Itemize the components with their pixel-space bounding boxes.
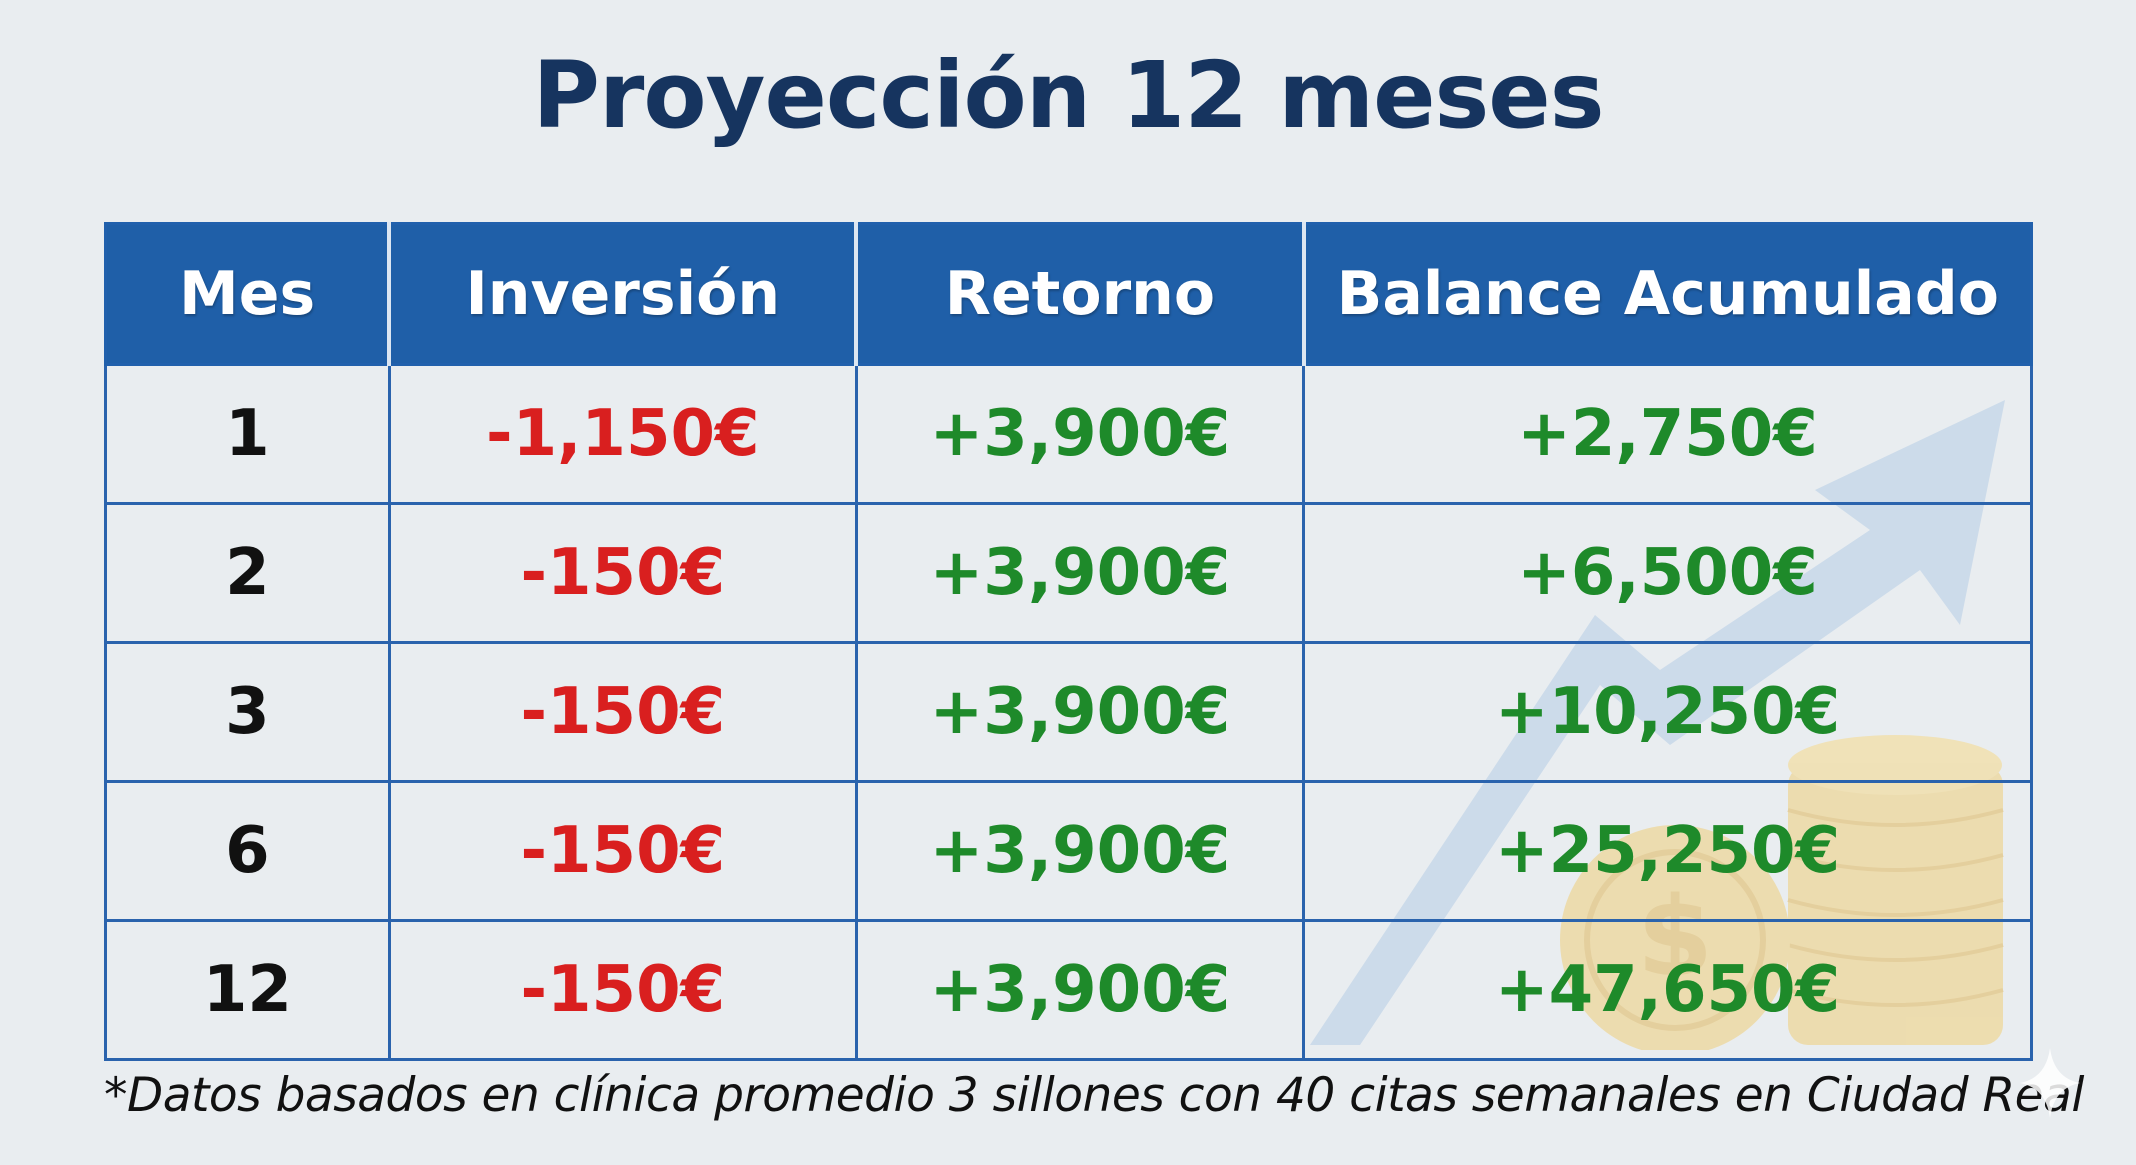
- header-inversion: Inversión: [389, 223, 859, 366]
- cell-balance: +6,500€: [1302, 502, 2033, 644]
- cell-retorno: +3,900€: [854, 780, 1306, 922]
- table-row: 6 -150€ +3,900€ +25,250€: [104, 780, 2033, 922]
- header-retorno: Retorno: [856, 223, 1306, 366]
- cell-balance: +47,650€: [1302, 919, 2033, 1061]
- table-row: 2 -150€ +3,900€ +6,500€: [104, 502, 2033, 644]
- header-mes: Mes: [105, 223, 392, 366]
- cell-mes: 3: [104, 641, 391, 783]
- cell-balance: +10,250€: [1302, 641, 2033, 783]
- cell-mes: 2: [104, 502, 391, 644]
- footnote: *Datos basados en clínica promedio 3 sil…: [104, 1068, 2084, 1123]
- cell-mes: 1: [104, 363, 391, 505]
- cell-retorno: +3,900€: [854, 363, 1306, 505]
- cell-balance: +2,750€: [1302, 363, 2033, 505]
- table-row: 3 -150€ +3,900€ +10,250€: [104, 641, 2033, 783]
- cell-balance: +25,250€: [1302, 780, 2033, 922]
- cell-inversion: -150€: [387, 919, 858, 1061]
- table-header-row: Mes Inversión Retorno Balance Acumulado: [105, 223, 2032, 366]
- cell-mes: 12: [104, 919, 391, 1061]
- page-title: Proyección 12 meses: [532, 42, 1605, 149]
- cell-mes: 6: [104, 780, 391, 922]
- cell-retorno: +3,900€: [854, 641, 1306, 783]
- cell-retorno: +3,900€: [854, 502, 1306, 644]
- cell-inversion: -150€: [387, 780, 858, 922]
- cell-inversion: -1,150€: [387, 363, 858, 505]
- sparkle-icon: [2020, 1048, 2080, 1118]
- cell-retorno: +3,900€: [854, 919, 1306, 1061]
- table-row: 12 -150€ +3,900€ +47,650€: [104, 919, 2033, 1061]
- table-row: 1 -1,150€ +3,900€ +2,750€: [104, 363, 2033, 505]
- cell-inversion: -150€: [387, 502, 858, 644]
- header-balance-acumulado: Balance Acumulado: [1303, 223, 2032, 366]
- projection-table: Mes Inversión Retorno Balance Acumulado …: [104, 222, 2033, 1061]
- cell-inversion: -150€: [387, 641, 858, 783]
